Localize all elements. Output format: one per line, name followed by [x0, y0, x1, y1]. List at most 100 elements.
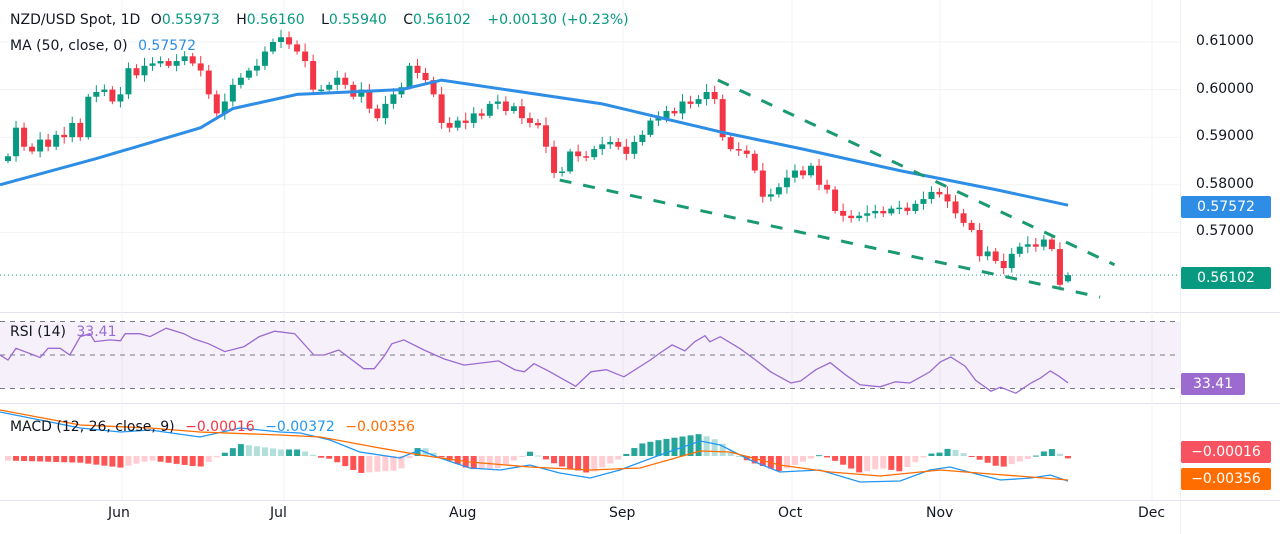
macd-histogram-bar: [358, 456, 365, 473]
candle-body: [374, 108, 381, 119]
macd-histogram-bar: [45, 456, 52, 462]
macd-histogram-bar: [543, 456, 550, 460]
macd-histogram-bar: [799, 456, 806, 462]
macd-histogram-bar: [342, 456, 349, 467]
candle-body: [647, 120, 654, 135]
candle-body: [1056, 249, 1063, 285]
low-number: 0.55940: [328, 12, 387, 28]
macd-signal-line: [0, 409, 1069, 481]
macd-histogram-bar: [1016, 456, 1023, 462]
macd-histogram-bar: [510, 456, 517, 461]
macd-histogram-bar: [615, 456, 622, 460]
candle-body: [936, 191, 943, 195]
price-tick-label: 0.61000: [1196, 33, 1254, 49]
candle-body: [864, 213, 871, 216]
rsi-legend: RSI (14) 33.41: [10, 324, 122, 340]
macd-histogram-bar: [253, 446, 260, 456]
macd-histogram-bar: [117, 456, 124, 468]
macd-histogram-bar: [286, 449, 293, 456]
macd-histogram-bar: [984, 456, 991, 463]
close-label: C: [403, 12, 414, 28]
candle-body: [687, 101, 694, 104]
candle-body: [607, 141, 614, 145]
candle-body: [237, 77, 244, 85]
candle-body: [85, 96, 92, 138]
macd-histogram-bar: [695, 434, 702, 456]
macd-histogram-bar: [848, 456, 855, 469]
macd-histogram-bar: [719, 443, 726, 456]
candle-body: [438, 94, 445, 123]
candle-body: [992, 251, 999, 261]
candle-body: [53, 134, 60, 147]
candle-body: [816, 165, 823, 185]
macd-histogram-bar: [486, 456, 493, 469]
macd-histogram-bar: [534, 455, 541, 457]
macd-histogram-bar: [791, 456, 798, 466]
macd-histogram-bar: [350, 456, 357, 470]
price-tick-label: 0.57000: [1196, 223, 1254, 240]
candle-body: [318, 89, 325, 92]
candle-body: [615, 141, 622, 147]
candle-body: [840, 210, 847, 216]
candle-body: [518, 106, 525, 119]
macd-histogram-bar: [671, 437, 678, 456]
ma-price-tag: 0.57572: [1181, 196, 1271, 218]
macd-histogram-bar: [864, 456, 871, 472]
macd-histogram-bar: [189, 456, 196, 467]
candle-body: [446, 122, 453, 128]
macd-histogram-bar: [237, 444, 244, 456]
macd-hist-value: −0.00016: [185, 419, 255, 435]
candle-body: [326, 84, 333, 90]
candle-body: [1032, 244, 1039, 247]
candle-body: [5, 156, 11, 161]
high-value: H0.56160: [236, 12, 310, 28]
candle-body: [294, 44, 301, 52]
candle-body: [101, 89, 108, 92]
macd-histogram-bar: [960, 453, 967, 456]
macd-histogram-bar: [1024, 456, 1031, 460]
candle-body: [253, 65, 260, 71]
macd-histogram-bar: [13, 456, 20, 461]
macd-histogram-bar: [101, 456, 108, 466]
candle-body: [269, 42, 276, 52]
macd-signal-value: −0.00356: [345, 419, 415, 435]
macd-histogram-bar: [229, 448, 236, 456]
macd-histogram-bar: [775, 456, 782, 472]
candle-body: [719, 99, 726, 138]
macd-histogram-bar: [1040, 451, 1047, 456]
macd-histogram-bar: [824, 456, 831, 458]
ma-label: MA (50, close, 0): [10, 38, 128, 54]
candle-body: [591, 149, 598, 158]
symbol-title: NZD/USD Spot, 1D: [10, 12, 141, 28]
candle-body: [61, 134, 68, 138]
macd-histogram-bar: [856, 456, 863, 473]
macd-histogram-bar: [382, 456, 389, 472]
candle-body: [278, 37, 285, 42]
candle-body: [430, 80, 437, 95]
candle-body: [543, 125, 550, 147]
change-value: +0.00130 (+0.23%): [487, 12, 629, 28]
macd-histogram-bar: [53, 456, 60, 462]
candle-body: [952, 201, 959, 214]
price-tick-label: 0.58000: [1196, 175, 1254, 192]
candle-body: [382, 103, 389, 119]
candle-body: [976, 230, 983, 257]
candle-body: [45, 139, 52, 147]
candle-body: [486, 103, 493, 116]
macd-histogram-bar: [85, 456, 92, 464]
candle-body: [872, 210, 879, 214]
macd-histogram-bar: [165, 456, 172, 463]
candle-body: [390, 94, 397, 104]
macd-histogram-bar: [294, 449, 301, 456]
macd-histogram-bar: [663, 438, 670, 456]
candle-body: [968, 222, 975, 231]
candle-body: [575, 151, 582, 157]
candle-body: [21, 127, 28, 147]
candle-body: [422, 72, 429, 81]
macd-histogram-bar: [631, 448, 638, 456]
macd-histogram-bar: [93, 456, 100, 465]
candle-body: [671, 111, 678, 114]
candle-body: [462, 120, 469, 123]
macd-histogram-bar: [816, 455, 823, 457]
